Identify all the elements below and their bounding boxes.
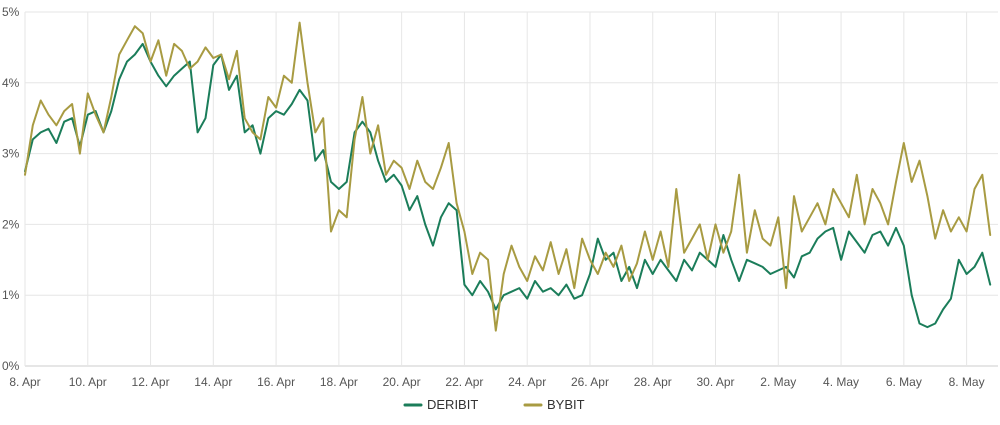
y-tick-label: 5% bbox=[2, 5, 20, 19]
x-tick-label: 8. Apr bbox=[9, 375, 40, 389]
x-tick-label: 14. Apr bbox=[194, 375, 232, 389]
x-tick-label: 20. Apr bbox=[383, 375, 421, 389]
legend-label: BYBIT bbox=[547, 397, 585, 412]
x-tick-label: 26. Apr bbox=[571, 375, 609, 389]
y-tick-label: 3% bbox=[2, 147, 20, 161]
x-tick-label: 10. Apr bbox=[69, 375, 107, 389]
x-tick-label: 18. Apr bbox=[320, 375, 358, 389]
x-tick-label: 6. May bbox=[886, 375, 922, 389]
legend-item-deribit[interactable]: DERIBIT bbox=[403, 397, 478, 412]
x-tick-label: 12. Apr bbox=[132, 375, 170, 389]
axes: 0% 1% 2% 3% 4% 5% 8. Apr 10. Apr 12. Apr 14. Apr 1… bbox=[2, 5, 985, 389]
x-tick-label: 8. May bbox=[949, 375, 985, 389]
series-lines bbox=[24, 21, 992, 332]
x-tick-label: 30. Apr bbox=[697, 375, 735, 389]
y-tick-label: 4% bbox=[2, 76, 20, 90]
legend-item-bybit[interactable]: BYBIT bbox=[523, 397, 585, 412]
legend[interactable]: DERIBIT BYBIT bbox=[403, 397, 585, 412]
y-tick-label: 0% bbox=[2, 359, 20, 373]
x-tick-label: 22. Apr bbox=[445, 375, 483, 389]
legend-label: DERIBIT bbox=[427, 397, 478, 412]
x-tick-label: 24. Apr bbox=[508, 375, 546, 389]
x-tick-label: 2. May bbox=[760, 375, 796, 389]
grid bbox=[24, 11, 998, 367]
x-tick-label: 28. Apr bbox=[634, 375, 672, 389]
series-line-deribit bbox=[24, 42, 992, 329]
series-line-bybit bbox=[24, 21, 992, 332]
x-tick-label: 4. May bbox=[823, 375, 859, 389]
x-tick-label: 16. Apr bbox=[257, 375, 295, 389]
y-tick-label: 2% bbox=[2, 217, 20, 231]
y-tick-label: 1% bbox=[2, 288, 20, 302]
